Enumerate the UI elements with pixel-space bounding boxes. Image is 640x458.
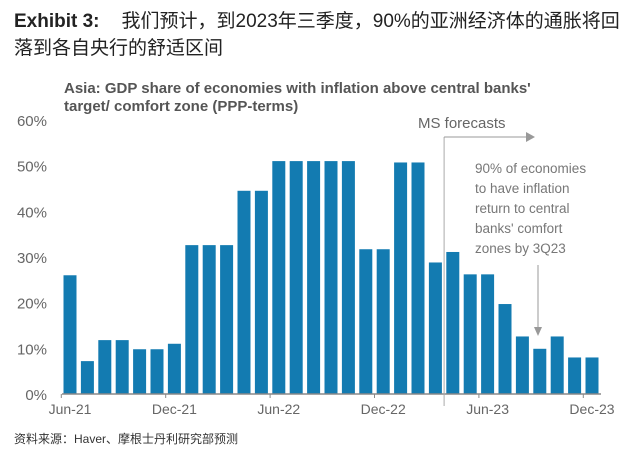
x-tick-label: Jun-23 [466, 401, 509, 417]
x-tick-label: Dec-23 [569, 401, 614, 417]
bar-Jan-23 [394, 162, 408, 394]
bar-Oct-22 [341, 161, 355, 394]
bar-Jun-22 [272, 161, 286, 394]
bar-Dec-21 [167, 343, 181, 394]
bar-Dec-22 [376, 249, 390, 394]
x-tick-label: Jun-21 [49, 401, 92, 417]
bar-Aug-23 [515, 336, 529, 394]
y-tick-label: 30% [17, 250, 47, 267]
bar-Jul-21 [80, 361, 94, 394]
y-tick-label: 20% [17, 296, 47, 313]
bar-Nov-23 [568, 357, 582, 394]
bar-Dec-23 [585, 357, 599, 394]
annotation-arrow-head [534, 327, 542, 336]
bar-Oct-23 [550, 336, 564, 394]
bar-Nov-21 [150, 349, 164, 394]
bar-Aug-21 [98, 340, 112, 394]
bar-Aug-22 [307, 161, 321, 394]
bar-Apr-23 [446, 251, 460, 394]
y-tick-label: 60% [17, 113, 47, 130]
y-tick-label: 0% [25, 387, 47, 404]
bar-May-23 [463, 274, 477, 394]
y-tick-label: 50% [17, 159, 47, 176]
bar-May-22 [254, 190, 268, 394]
bar-Feb-23 [411, 162, 425, 394]
annotation-line: return to central [475, 201, 570, 216]
bar-Jul-23 [498, 304, 512, 394]
annotation-line: 90% of economies [475, 161, 586, 176]
bar-Jun-21 [63, 275, 77, 394]
bar-Jul-22 [289, 161, 303, 394]
bar-Mar-22 [220, 245, 234, 394]
x-tick-label: Jun-22 [257, 401, 300, 417]
bar-Nov-22 [359, 249, 373, 394]
source-note: 资料来源：Haver、摩根士丹利研究部预测 [14, 432, 239, 446]
bar-Sep-21 [115, 340, 129, 394]
bar-Apr-22 [237, 190, 251, 394]
y-tick-label: 40% [17, 204, 47, 221]
y-tick-label: 10% [17, 341, 47, 358]
exhibit-header: Exhibit 3: 我们预计，到2023年三季度，90%的亚洲经济体的通胀将回落… [14, 8, 634, 62]
bar-Oct-21 [133, 349, 147, 394]
forecast-label: MS forecasts [418, 115, 506, 132]
exhibit-title: 我们预计，到2023年三季度，90%的亚洲经济体的通胀将回落到各自央行的舒适区间 [14, 11, 620, 59]
x-tick-label: Dec-21 [152, 401, 197, 417]
bar-Jun-23 [481, 274, 495, 394]
bar-Mar-23 [428, 262, 442, 394]
exhibit-number: Exhibit 3: [14, 11, 100, 32]
bar-Sep-23 [533, 348, 547, 394]
x-tick-label: Dec-22 [361, 401, 406, 417]
annotation-line: banks' comfort [475, 221, 563, 236]
chart-title: Asia: GDP share of economies with inflat… [64, 80, 531, 115]
bar-Jan-22 [185, 245, 199, 394]
bar-Feb-22 [202, 245, 216, 394]
forecast-arrow-head [526, 132, 535, 142]
bar-Sep-22 [324, 161, 338, 394]
annotation-line: zones by 3Q23 [475, 241, 566, 256]
annotation-line: to have inflation [475, 181, 570, 196]
